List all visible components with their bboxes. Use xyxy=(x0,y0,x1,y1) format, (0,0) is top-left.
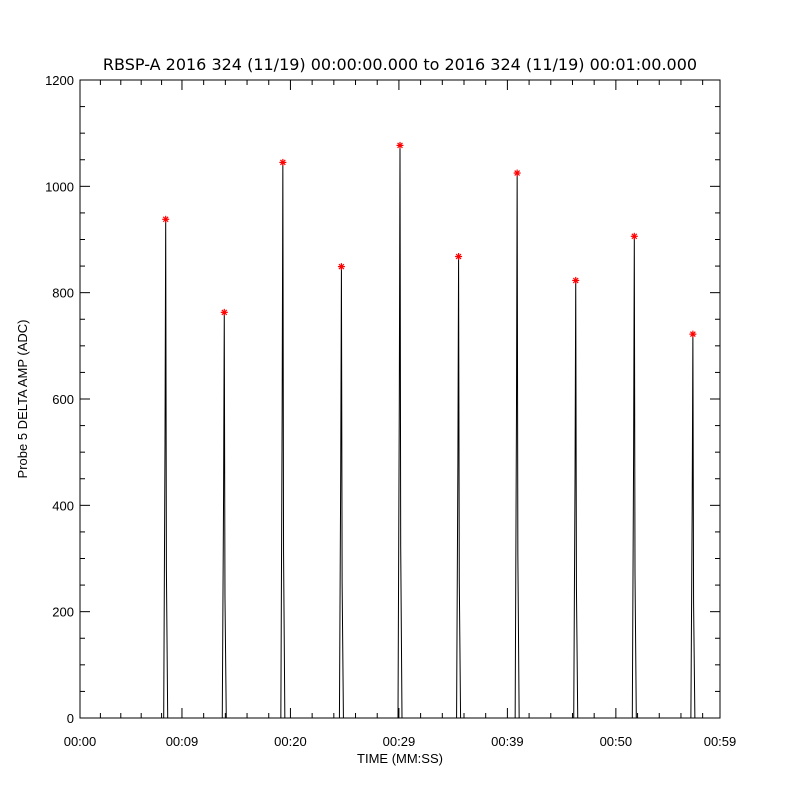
x-tick-label: 00:20 xyxy=(274,734,307,749)
peak-marker xyxy=(220,308,228,316)
x-axis-label: TIME (MM:SS) xyxy=(357,751,443,766)
y-tick-label: 1200 xyxy=(45,73,74,88)
peak-marker xyxy=(455,253,463,261)
x-tick-label: 00:39 xyxy=(491,734,524,749)
peak-marker xyxy=(279,158,287,166)
signal-line xyxy=(80,145,720,719)
peak-markers xyxy=(162,141,697,338)
peak-marker xyxy=(162,215,170,223)
y-tick-label: 400 xyxy=(52,498,74,513)
y-axis: 0 200 400 600 800 1000 1200 xyxy=(45,73,720,726)
y-axis-label: Probe 5 DELTA AMP (ADC) xyxy=(15,320,30,479)
y-tick-label: 0 xyxy=(67,711,74,726)
peak-marker xyxy=(572,276,580,284)
peak-marker xyxy=(337,263,345,271)
x-tick-label: 00:50 xyxy=(600,734,633,749)
y-tick-label: 600 xyxy=(52,392,74,407)
x-axis: 00:00 00:09 00:20 00:29 00:39 00:50 00:59 xyxy=(64,80,737,749)
x-tick-label: 00:00 xyxy=(64,734,97,749)
x-tick-label: 00:09 xyxy=(166,734,199,749)
chart-title: RBSP-A 2016 324 (11/19) 00:00:00.000 to … xyxy=(103,55,697,74)
signal-trace xyxy=(80,145,720,719)
x-tick-label: 00:29 xyxy=(383,734,416,749)
y-tick-label: 200 xyxy=(52,605,74,620)
y-tick-label: 800 xyxy=(52,286,74,301)
x-tick-label: 00:59 xyxy=(704,734,737,749)
peak-marker xyxy=(513,169,521,177)
y-tick-label: 1000 xyxy=(45,179,74,194)
peak-marker xyxy=(630,232,638,240)
peak-marker xyxy=(396,141,404,149)
peak-marker xyxy=(689,330,697,338)
